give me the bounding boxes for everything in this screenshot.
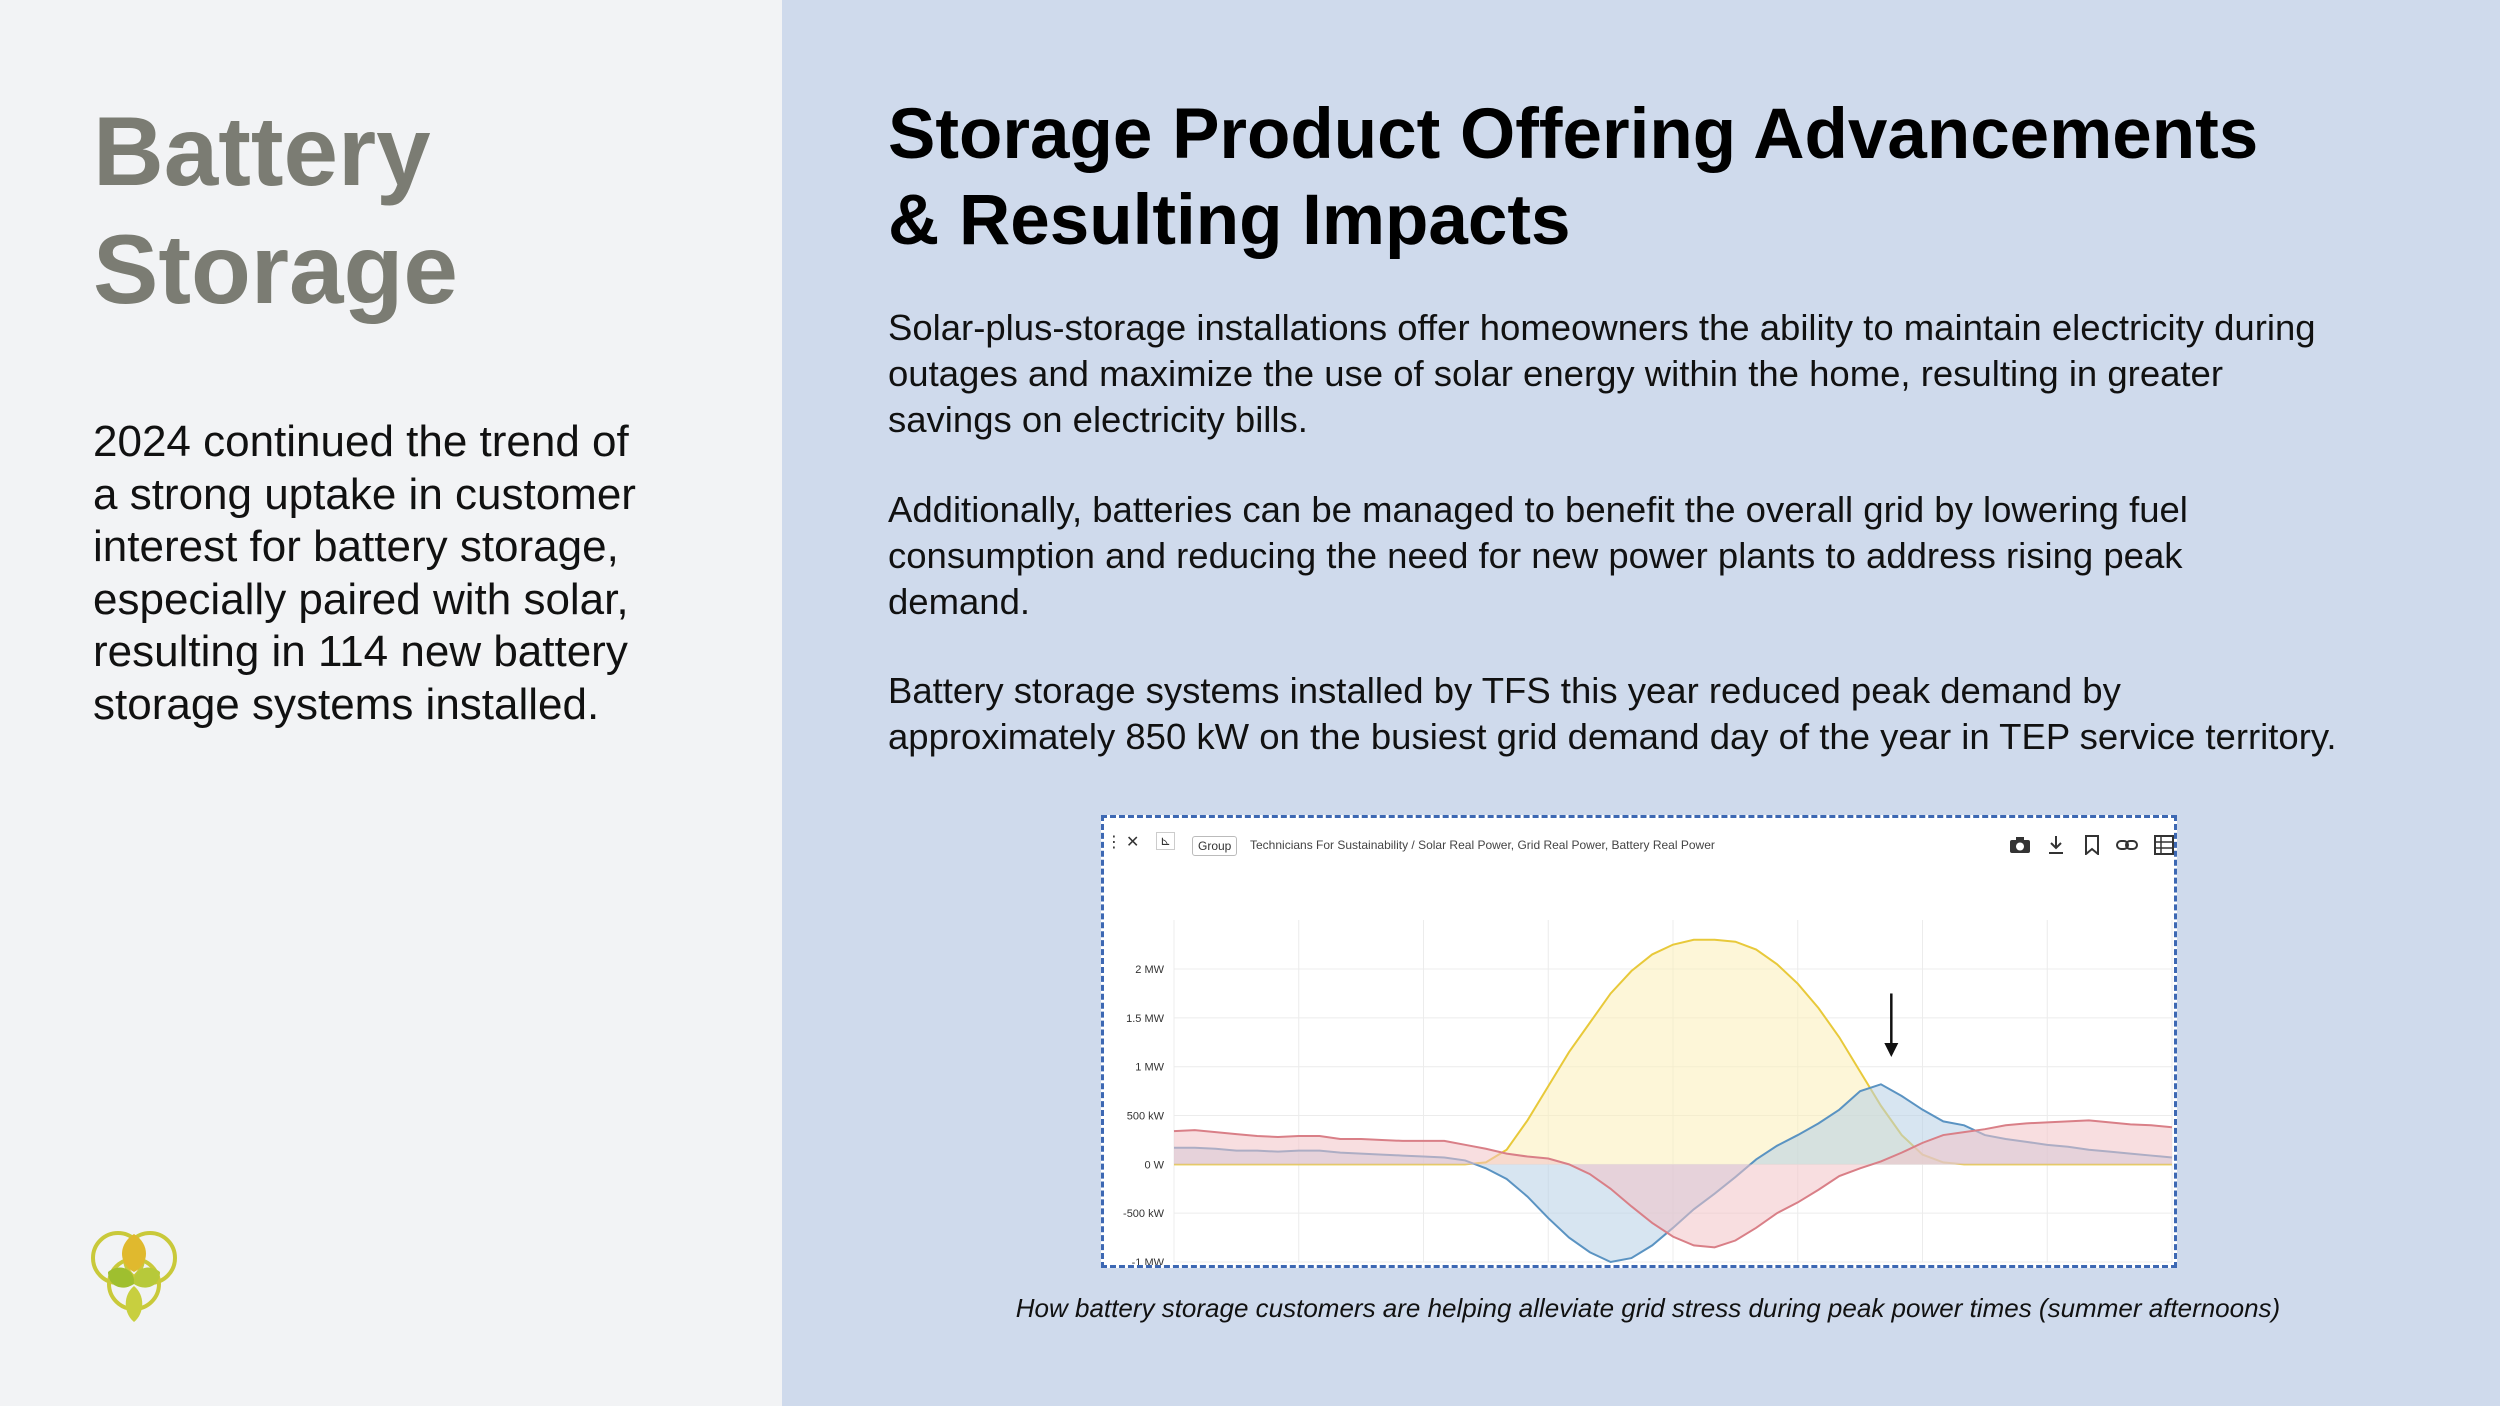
main-title-line: & Resulting Impacts [888,181,1571,260]
left-panel: Battery Storage 2024 continued the trend… [0,0,782,1406]
drag-handle-icon[interactable]: ⋮ [1106,834,1122,851]
paragraph-2: Additionally, batteries can be managed t… [888,487,2448,625]
chart-screenshot: ⋮ ✕ ⊾ Group Technicians For Sustainabili… [1101,815,2177,1268]
text-line: consumption and reducing the need for ne… [888,535,2183,576]
group-button[interactable]: Group [1192,836,1238,856]
logo-icon [91,1231,177,1322]
section-title-line: Battery [93,96,431,206]
bookmark-icon[interactable] [2084,835,2100,855]
breadcrumb: Technicians For Sustainability / Solar R… [1250,838,1715,852]
series-area-2 [1174,1120,2172,1248]
section-title: Battery Storage [93,92,733,328]
y-tick-label: -500 kW [1123,1208,1165,1220]
section-title-line: Storage [93,214,458,324]
text-line: resulting in 114 new battery [93,627,628,676]
series-line-0 [1174,938,2172,1166]
chart-toolbar: ⋮ ✕ ⊾ Group Technicians For Sustainabili… [1104,818,2174,870]
y-tick-label: 2 MW [1135,964,1164,976]
y-tick-label: -1 MW [1132,1257,1165,1265]
y-tick-label: 0 W [1144,1159,1164,1171]
y-tick-label: 1 MW [1135,1062,1164,1074]
y-tick-label: 500 kW [1127,1111,1165,1123]
text-line: Battery storage systems installed by TFS… [888,670,2121,711]
down-arrow-icon [1884,1042,1899,1057]
text-line: storage systems installed. [93,679,600,729]
text-line: Additionally, batteries can be managed t… [888,489,2188,530]
text-line: approximately 850 kW on the busiest grid… [888,716,2337,757]
text-line: savings on electricity bills. [888,399,1308,440]
close-icon[interactable]: ✕ [1126,834,1140,851]
series-area-0 [1174,939,2172,1165]
download-icon[interactable] [2047,835,2065,855]
paragraph-3: Battery storage systems installed by TFS… [888,668,2448,760]
chart-caption: How battery storage customers are helpin… [1015,1293,2281,1323]
table-icon[interactable] [2154,835,2174,855]
text-line: a strong uptake in customer [93,469,636,519]
left-body-text: 2024 continued the trend of a strong upt… [93,416,733,731]
camera-icon[interactable] [2009,836,2031,854]
main-title: Storage Product Offering Advancements & … [888,92,2448,264]
y-tick-label: 1.5 MW [1126,1013,1165,1025]
series-line-2 [1173,1119,2173,1249]
chart-type-icon[interactable]: ⊾ [1156,832,1175,850]
text-line: 2024 continued the trend of [93,417,629,466]
power-chart: 2 MW 1.5 MW 1 MW 500 kW 0 W -500 kW -1 MW [1123,920,2173,1265]
text-line: especially paired with solar, [93,574,629,624]
link-icon[interactable] [2116,837,2138,853]
main-title-line: Storage Product Offering Advancements [888,95,2259,174]
text-line: outages and maximize the use of solar en… [888,353,2224,394]
text-line: interest for battery storage, [93,522,619,571]
text-line: demand. [888,581,1031,622]
text-line: Solar-plus-storage installations offer h… [888,307,2316,348]
paragraph-1: Solar-plus-storage installations offer h… [888,305,2448,443]
